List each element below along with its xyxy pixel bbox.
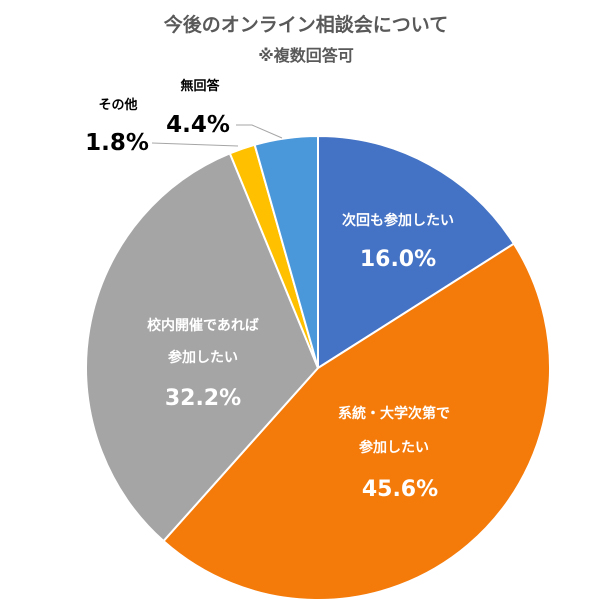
- pie-slice-5: [253, 134, 319, 369]
- slice-value-3: 32.2%: [165, 386, 241, 411]
- slice-label-1: 次回も参加したい: [342, 212, 454, 229]
- slice-label-3-line1: 校内開催であれば: [147, 317, 259, 334]
- slice-label-2-line2: 参加したい: [359, 439, 429, 456]
- pie-slice-2: [162, 242, 551, 601]
- leader-line-4: [151, 142, 239, 147]
- slice-value-2: 45.6%: [362, 477, 438, 502]
- slice-value-1: 16.0%: [360, 247, 436, 272]
- pie-slice-3: [85, 152, 320, 543]
- slice-value-4: 1.8%: [85, 130, 149, 156]
- slice-label-2-line1: 系統・大学次第で: [338, 405, 450, 422]
- leader-line-5: [236, 124, 283, 139]
- chart-subtitle: ※複数回答可: [258, 46, 354, 65]
- chart-title: 今後のオンライン相談会について: [163, 14, 449, 36]
- slice-label-4: その他: [98, 97, 137, 113]
- slice-label-5: 無回答: [180, 78, 220, 94]
- pie-slice-1: [317, 134, 516, 370]
- slice-label-3-line2: 参加したい: [168, 349, 238, 366]
- slice-value-5: 4.4%: [166, 112, 230, 138]
